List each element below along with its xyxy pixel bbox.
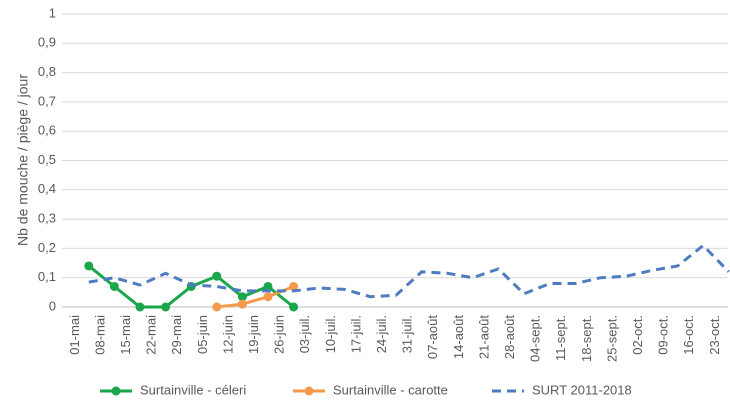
x-tick-label: 23-oct. [707,315,722,355]
y-tick-label: 0,3 [38,211,56,226]
x-tick-label: 05-juin [195,315,210,354]
y-tick-label: 0 [49,298,56,313]
y-tick-label: 0,5 [38,152,56,167]
x-tick-label: 14-août [451,315,466,359]
point [237,299,247,309]
legend-label: SURT 2011-2018 [532,382,632,397]
x-tick-label: 12-juin [220,315,235,354]
x-tick-label: 16-oct. [681,315,696,355]
x-tick-label: 15-mai [118,315,133,355]
x-tick-label: 10-juil. [323,315,338,353]
x-tick-label: 22-mai [144,315,159,355]
x-tick-label: 24-juil. [374,315,389,353]
x-tick-label: 25-sept. [604,315,619,362]
x-tick-label: 04-sept. [528,315,543,362]
y-tick-label: 0,7 [38,93,56,108]
x-tick-label: 03-juil. [297,315,312,353]
legend-label: Surtainville - céleri [140,382,246,397]
point [263,292,273,302]
y-tick-label: 0,8 [38,64,56,79]
series-line [88,243,730,299]
y-tick-label: 0,6 [38,123,56,138]
point [109,281,119,291]
legend-marker [111,386,121,396]
point [289,281,299,291]
x-tick-label: 11-sept. [553,315,568,361]
x-tick-label: 31-juil. [400,315,415,353]
point [212,271,222,281]
x-tick-label: 17-juil. [348,315,363,353]
x-tick-label: 08-mai [92,315,107,355]
x-tick-label: 26-juin [272,315,287,354]
y-tick-label: 0,2 [38,240,56,255]
legend-marker [304,386,314,396]
x-tick-label: 02-oct. [630,315,645,355]
point [84,261,94,271]
y-tick-label: 0,4 [38,181,56,196]
legend-label: Surtainville - carotte [333,382,448,397]
x-tick-label: 19-juin [246,315,261,354]
y-tick-label: 0,9 [38,35,56,50]
x-tick-label: 09-oct. [656,315,671,355]
x-tick-label: 21-août [476,315,491,359]
y-tick-label: 0,1 [38,269,56,284]
point [237,292,247,302]
x-tick-label: 01-mai [67,315,82,355]
point [263,281,273,291]
y-axis-label: Nb de mouche / piège / jour [15,74,31,246]
x-tick-label: 18-sept. [579,315,594,362]
point [135,302,145,312]
point [161,302,171,312]
point [289,302,299,312]
x-tick-label: 28-août [502,315,517,359]
point [212,302,222,312]
x-tick-label: 29-mai [169,315,184,355]
x-tick-label: 07-août [425,315,440,359]
y-tick-label: 1 [49,5,56,20]
